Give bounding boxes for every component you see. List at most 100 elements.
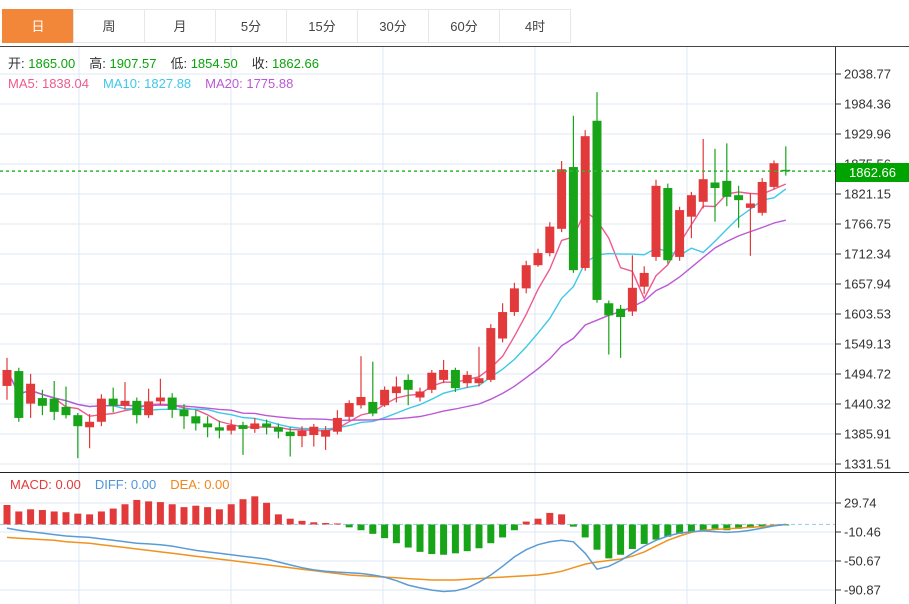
candle-body <box>415 391 425 398</box>
candle-body <box>285 431 295 437</box>
candle-body <box>332 417 342 432</box>
tab-week[interactable]: 周 <box>73 9 145 43</box>
macd-bar <box>215 509 223 525</box>
macd-bar <box>735 524 743 529</box>
open-readout: 开: 1865.00 <box>8 56 76 71</box>
macd-bar <box>121 504 129 525</box>
candle-body <box>250 423 260 429</box>
macd-bar <box>687 524 695 532</box>
candle-body <box>427 372 437 390</box>
price-tick-label: 1440.32 <box>844 397 891 412</box>
macd-bar <box>711 524 719 529</box>
price-tick-label: 1821.15 <box>844 187 891 202</box>
candle-body <box>486 328 496 380</box>
macd-readout: MACD: 0.00 <box>10 477 81 492</box>
candle-body <box>521 265 531 289</box>
macd-readout: MACD: 0.00 DIFF: 0.00 DEA: 0.00 <box>10 477 244 492</box>
macd-bar <box>416 524 424 552</box>
candle-body <box>533 253 543 266</box>
candle-body <box>675 210 685 257</box>
macd-bar <box>593 524 601 550</box>
macd-tick-label: 29.74 <box>844 496 877 511</box>
macd-bar <box>676 524 684 534</box>
macd-bar <box>345 524 353 528</box>
candle-body <box>262 423 272 428</box>
candlestick-chart[interactable]: 2038.771984.361929.961875.561821.151766.… <box>0 47 909 472</box>
price-tick-label: 1494.72 <box>844 367 891 382</box>
tab-30min[interactable]: 30分 <box>357 9 429 43</box>
macd-bar <box>251 496 259 525</box>
macd-bar <box>605 524 613 559</box>
candle-body <box>568 167 578 271</box>
macd-bar <box>357 524 365 531</box>
candle-body <box>144 401 154 416</box>
candle-body <box>14 371 24 418</box>
macd-bar <box>392 524 400 544</box>
candle-body <box>214 427 224 431</box>
current-price-label: 1862.66 <box>836 163 909 182</box>
close-readout: 收: 1862.66 <box>251 56 319 71</box>
tab-month[interactable]: 月 <box>144 9 216 43</box>
macd-bar <box>239 499 247 525</box>
macd-tick-label: -90.87 <box>844 583 881 598</box>
tab-60min[interactable]: 60分 <box>428 9 500 43</box>
macd-bar <box>699 524 707 531</box>
macd-bar <box>333 523 341 525</box>
macd-bar <box>310 522 318 525</box>
macd-bar <box>746 524 754 529</box>
candle-body <box>663 188 673 261</box>
macd-bar <box>723 524 731 531</box>
macd-bar <box>286 518 294 525</box>
candle-body <box>356 396 366 406</box>
macd-bar <box>156 502 164 525</box>
macd-bar <box>3 504 11 525</box>
candle-body <box>273 427 283 432</box>
candle-body <box>745 203 755 208</box>
candle-body <box>769 163 779 187</box>
price-tick-label: 1385.91 <box>844 427 891 442</box>
candle-body <box>226 425 236 431</box>
ma5-readout: MA5: 1838.04 <box>8 76 89 91</box>
macd-bar <box>133 499 141 525</box>
candle-body <box>2 369 12 386</box>
macd-chart[interactable]: 29.74 -10.46 -50.67 -90.87 <box>0 472 909 604</box>
macd-bar <box>145 501 153 525</box>
macd-bar <box>50 511 58 525</box>
macd-bar <box>628 524 636 549</box>
candle-body <box>557 169 567 229</box>
price-tick-label: 1657.94 <box>844 277 891 292</box>
macd-bar <box>558 514 566 525</box>
candle-body <box>604 303 614 316</box>
macd-bar <box>274 514 282 525</box>
candle-body <box>238 425 248 429</box>
candle-body <box>380 389 390 406</box>
macd-bar <box>97 511 105 525</box>
candle-body <box>734 195 744 201</box>
candle-body <box>474 378 484 384</box>
candle-body <box>722 180 732 197</box>
tab-4hour[interactable]: 4时 <box>499 9 571 43</box>
tab-day[interactable]: 日 <box>2 9 74 43</box>
macd-bar <box>168 504 176 525</box>
macd-bar <box>192 505 200 525</box>
price-tick-label: 1984.36 <box>844 97 891 112</box>
macd-bar <box>263 502 271 525</box>
macd-bar <box>475 524 483 549</box>
ohlc-readout: 开: 1865.00 高: 1907.57 低: 1854.50 收: 1862.66 <box>8 53 333 72</box>
macd-bar <box>109 508 117 525</box>
candle-body <box>344 403 354 417</box>
macd-bar <box>404 524 412 548</box>
macd-bar <box>534 518 542 525</box>
candle-body <box>781 169 791 172</box>
macd-bar <box>487 524 495 544</box>
macd-bar <box>617 524 625 555</box>
candle-body <box>462 374 472 384</box>
candle-body <box>616 308 626 318</box>
macd-bar <box>86 514 94 525</box>
diff-line <box>6 523 786 593</box>
candle-body <box>639 272 649 287</box>
price-tick-label: 2038.77 <box>844 67 891 82</box>
tab-15min[interactable]: 15分 <box>286 9 358 43</box>
macd-bar <box>180 507 188 525</box>
tab-5min[interactable]: 5分 <box>215 9 287 43</box>
